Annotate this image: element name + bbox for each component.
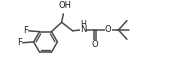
Text: H: H [80, 20, 86, 29]
Text: F: F [23, 26, 28, 35]
Text: O: O [91, 40, 98, 49]
Text: N: N [80, 25, 86, 34]
Text: OH: OH [58, 1, 72, 10]
Text: F: F [17, 38, 22, 47]
Text: O: O [105, 25, 112, 34]
